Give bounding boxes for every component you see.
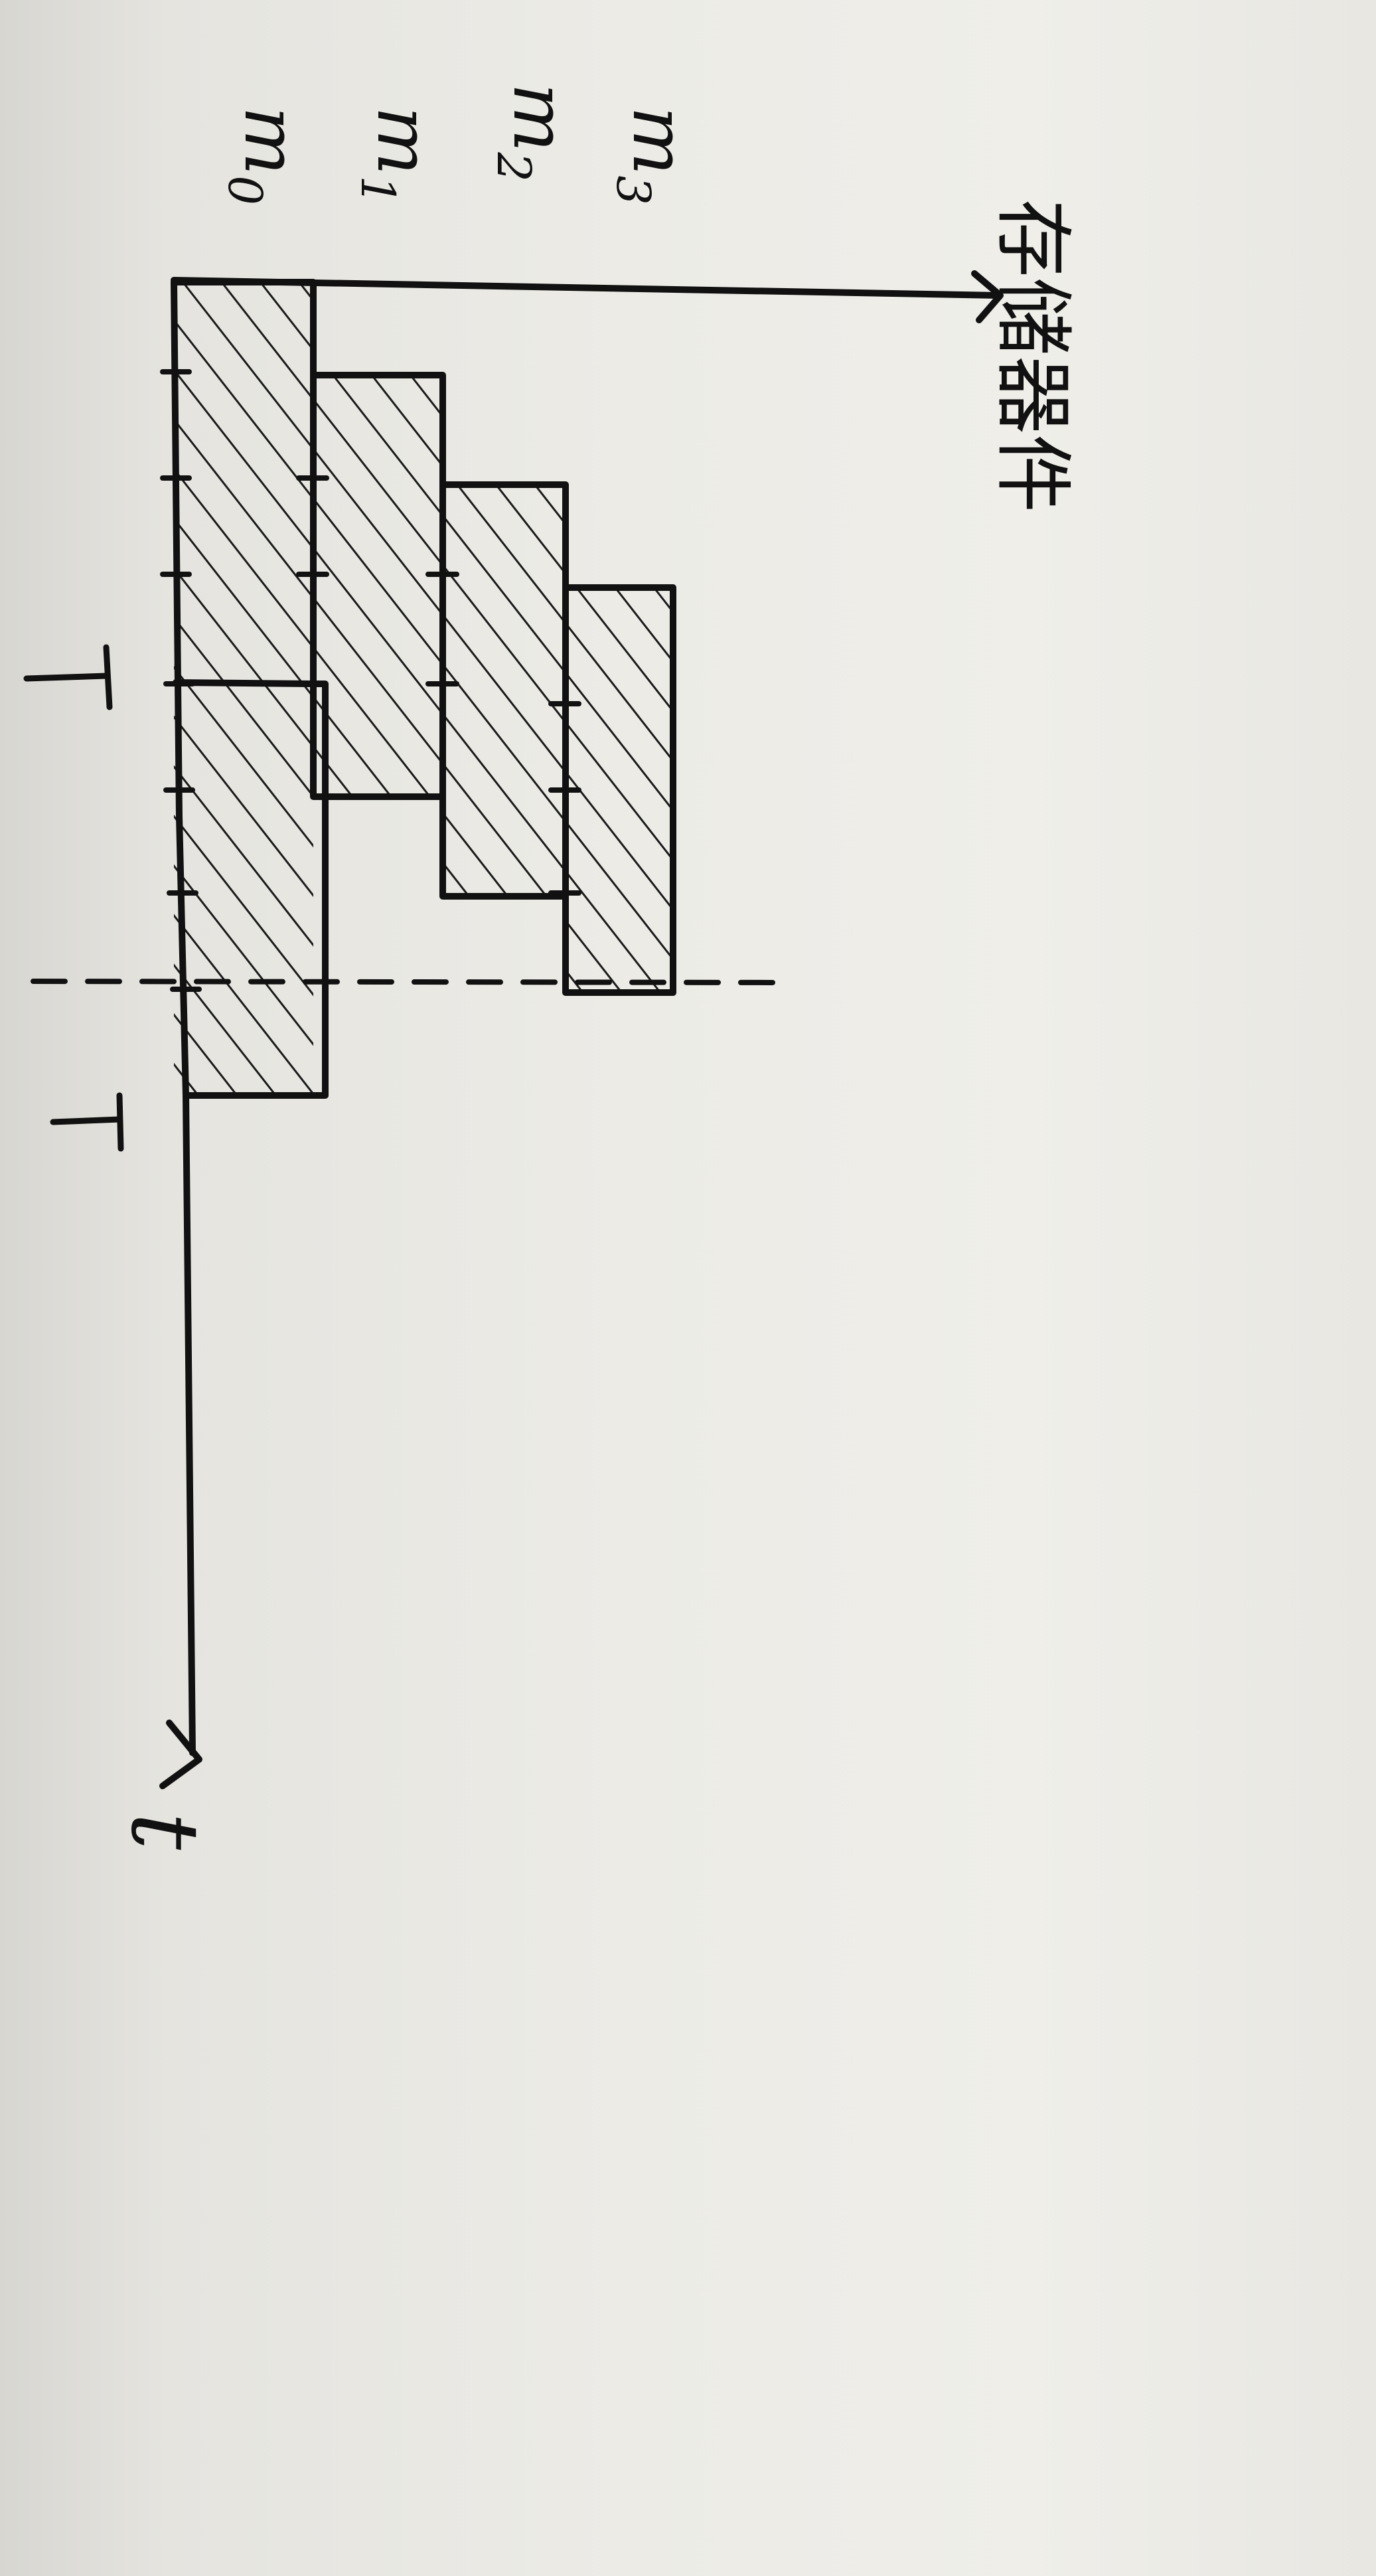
time-axis (171, 279, 196, 1756)
block-m2-fill (443, 485, 566, 896)
memory-axis-label: 存储器件 (987, 199, 1079, 513)
period-mark-bottom-bar (116, 1092, 124, 1152)
block-m0-midline (173, 679, 315, 687)
block-m1-fill (313, 375, 443, 797)
memory-axis (171, 277, 1002, 299)
block-m0-fill (174, 282, 313, 1093)
label-m2: m2 (487, 83, 582, 182)
label-m1: m1 (350, 106, 446, 205)
period-mark-top-bar (103, 644, 113, 710)
label-m0: m0 (218, 106, 313, 205)
block-m3-fill (566, 588, 673, 993)
label-m3: m3 (606, 106, 702, 205)
memory-axis-arrowhead (971, 270, 1004, 323)
period-mark-top-stem (23, 673, 110, 682)
period-mark-bottom-stem (50, 1116, 123, 1125)
time-axis-arrowhead (159, 1720, 202, 1789)
dashed-reference-line (31, 979, 789, 985)
time-axis-label: t (110, 1812, 218, 1850)
